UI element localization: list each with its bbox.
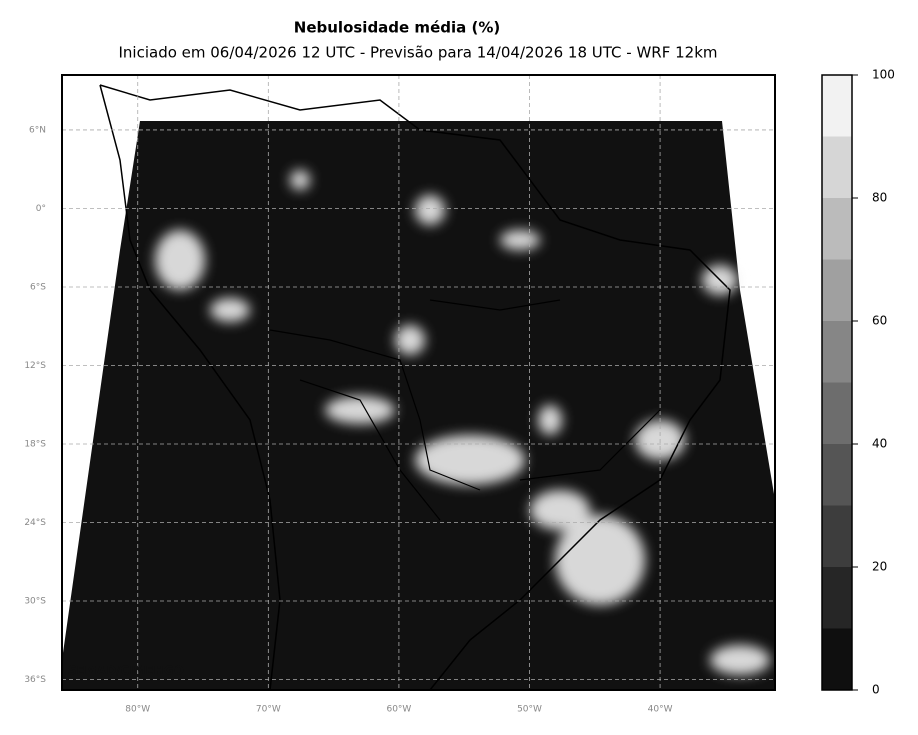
colorbar-band <box>822 505 852 567</box>
x-tick-label: 40°W <box>648 705 673 715</box>
graticule: 80°W 70°W 60°W 50°W 40°W 6°N 0° 6°S 12°S 18°S 24°S… <box>24 75 775 715</box>
colorbar-tick-label: 80 <box>872 191 887 205</box>
colorbar: 0 20 40 60 80 100 <box>821 68 895 697</box>
y-tick-label: 0° <box>36 204 46 214</box>
colorbar-frame <box>821 74 853 691</box>
x-tick-label: 60°W <box>386 705 411 715</box>
x-tick-label: 80°W <box>125 705 150 715</box>
y-tick-label: 6°N <box>29 125 46 135</box>
credit: SEMAD/CIMEHGO <box>68 664 184 678</box>
x-tick-label: 50°W <box>517 705 542 715</box>
colorbar-band <box>822 628 852 690</box>
x-tick-label: 70°W <box>256 705 281 715</box>
subtitle: Iniciado em 06/04/2026 12 UTC - Previsão… <box>118 44 717 62</box>
colorbar-tick-label: 60 <box>872 314 887 328</box>
colorbar-tick-label: 40 <box>872 437 887 451</box>
colorbar-tick-label: 100 <box>872 68 895 82</box>
y-tick-label: 6°S <box>30 282 46 292</box>
y-tick-label: 18°S <box>24 440 46 450</box>
colorbar-band <box>822 259 852 321</box>
colorbar-band <box>822 321 852 383</box>
title: Nebulosidade média (%) <box>294 19 500 37</box>
colorbar-band <box>822 567 852 629</box>
y-tick-label: 36°S <box>24 675 46 685</box>
colorbar-band <box>822 444 852 506</box>
y-tick-label: 24°S <box>24 518 46 528</box>
map-field <box>62 84 775 690</box>
cloud-areas <box>155 170 770 675</box>
borders <box>269 299 661 521</box>
colorbar-band <box>822 75 852 137</box>
colorbar-tick-label: 20 <box>872 560 887 574</box>
y-tick-label: 30°S <box>24 597 46 607</box>
colorbar-band <box>822 198 852 260</box>
coastline <box>99 84 731 690</box>
colorbar-band <box>822 136 852 198</box>
colorbar-band <box>822 382 852 444</box>
colorbar-tick-label: 0 <box>872 683 880 697</box>
y-tick-label: 12°S <box>24 361 46 371</box>
map-frame <box>61 74 776 691</box>
